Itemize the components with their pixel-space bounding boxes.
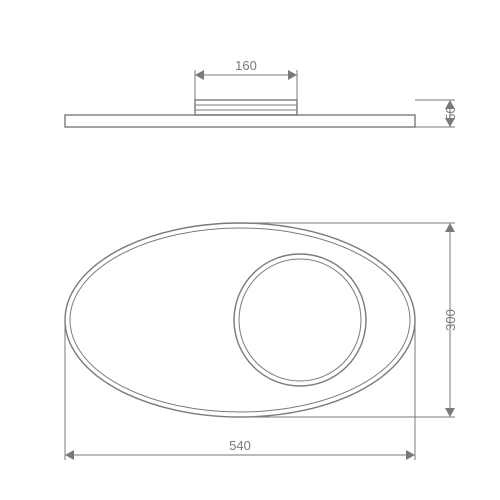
dim-arrow [65, 450, 74, 460]
dim-label: 50 [443, 106, 458, 120]
dim-arrow [445, 408, 455, 417]
dim-label: 540 [229, 438, 251, 453]
plan-outer-ellipse-inner [70, 228, 410, 412]
side-body [65, 115, 415, 127]
plan-inner-circle-inner [239, 259, 361, 381]
dim-arrow [288, 70, 297, 80]
dim-arrow [406, 450, 415, 460]
dim-arrow [445, 223, 455, 232]
dim-label: 160 [235, 58, 257, 73]
side-block [195, 100, 297, 115]
dim-label: 300 [443, 309, 458, 331]
technical-drawing: 160 50 540 300 [0, 0, 500, 500]
dim-arrow [195, 70, 204, 80]
plan-outer-ellipse [65, 223, 415, 417]
plan-inner-circle [234, 254, 366, 386]
